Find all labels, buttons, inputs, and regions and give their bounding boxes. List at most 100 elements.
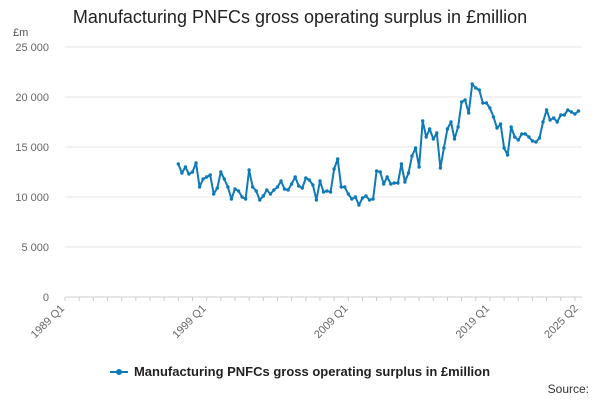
- data-point[interactable]: [226, 185, 230, 189]
- legend[interactable]: Manufacturing PNFCs gross operating surp…: [0, 364, 600, 379]
- data-point[interactable]: [555, 120, 559, 124]
- data-point[interactable]: [456, 125, 460, 129]
- data-point[interactable]: [240, 195, 244, 199]
- data-point[interactable]: [176, 162, 180, 166]
- data-point[interactable]: [332, 167, 336, 171]
- data-point[interactable]: [265, 188, 269, 192]
- data-point[interactable]: [204, 175, 209, 179]
- data-point[interactable]: [261, 194, 265, 198]
- data-point[interactable]: [268, 192, 273, 196]
- data-point[interactable]: [304, 176, 308, 180]
- data-point[interactable]: [474, 86, 478, 90]
- data-point[interactable]: [350, 197, 354, 201]
- data-point[interactable]: [378, 170, 382, 174]
- data-point[interactable]: [222, 177, 226, 181]
- data-point[interactable]: [272, 188, 276, 192]
- data-point[interactable]: [325, 189, 329, 193]
- data-point[interactable]: [307, 178, 311, 182]
- data-point[interactable]: [197, 185, 202, 189]
- data-point[interactable]: [321, 190, 326, 194]
- data-point[interactable]: [236, 189, 241, 193]
- data-point[interactable]: [488, 106, 492, 110]
- data-point[interactable]: [438, 166, 443, 170]
- data-point[interactable]: [243, 197, 248, 201]
- data-point[interactable]: [530, 139, 535, 143]
- data-point[interactable]: [573, 112, 577, 116]
- data-point[interactable]: [491, 115, 496, 119]
- data-point[interactable]: [445, 127, 450, 131]
- data-point[interactable]: [357, 203, 361, 207]
- data-point[interactable]: [520, 132, 524, 136]
- data-point[interactable]: [534, 140, 538, 144]
- data-point[interactable]: [410, 154, 414, 158]
- data-point[interactable]: [364, 194, 368, 198]
- data-point[interactable]: [382, 182, 386, 186]
- data-point[interactable]: [428, 127, 432, 131]
- data-point[interactable]: [314, 198, 319, 202]
- data-point[interactable]: [541, 120, 545, 124]
- data-point[interactable]: [523, 132, 527, 136]
- data-point[interactable]: [399, 162, 404, 166]
- data-point[interactable]: [251, 185, 255, 189]
- data-point[interactable]: [459, 100, 464, 104]
- data-point[interactable]: [208, 173, 212, 177]
- data-point[interactable]: [552, 116, 556, 120]
- data-point[interactable]: [343, 185, 347, 189]
- data-point[interactable]: [336, 157, 340, 161]
- data-point[interactable]: [318, 179, 322, 183]
- data-point[interactable]: [442, 146, 446, 150]
- data-point[interactable]: [353, 195, 358, 199]
- data-point[interactable]: [275, 185, 280, 189]
- data-point[interactable]: [505, 153, 510, 157]
- data-point[interactable]: [385, 175, 389, 179]
- data-point[interactable]: [502, 146, 506, 150]
- data-point[interactable]: [569, 110, 574, 114]
- data-point[interactable]: [389, 182, 393, 186]
- data-point[interactable]: [544, 108, 549, 112]
- data-point[interactable]: [297, 184, 301, 188]
- data-point[interactable]: [187, 172, 191, 176]
- data-point[interactable]: [413, 146, 418, 150]
- data-point[interactable]: [293, 175, 297, 179]
- data-point[interactable]: [254, 189, 258, 193]
- data-point[interactable]: [481, 101, 485, 105]
- data-point[interactable]: [548, 118, 552, 122]
- data-point[interactable]: [328, 190, 333, 194]
- data-point[interactable]: [467, 111, 471, 115]
- data-point[interactable]: [212, 192, 216, 196]
- data-point[interactable]: [470, 82, 474, 86]
- data-point[interactable]: [495, 126, 499, 130]
- data-point[interactable]: [346, 192, 350, 196]
- data-point[interactable]: [374, 169, 379, 173]
- data-point[interactable]: [463, 98, 467, 102]
- data-point[interactable]: [513, 135, 517, 139]
- data-point[interactable]: [180, 171, 184, 175]
- data-point[interactable]: [498, 122, 503, 126]
- data-point[interactable]: [219, 170, 223, 174]
- data-point[interactable]: [201, 177, 205, 181]
- data-point[interactable]: [562, 113, 566, 117]
- data-point[interactable]: [289, 182, 294, 186]
- data-point[interactable]: [576, 109, 581, 113]
- data-point[interactable]: [282, 187, 287, 191]
- data-point[interactable]: [233, 187, 237, 191]
- data-point[interactable]: [431, 137, 435, 141]
- data-point[interactable]: [509, 125, 513, 129]
- data-point[interactable]: [183, 165, 188, 169]
- data-point[interactable]: [258, 198, 262, 202]
- data-point[interactable]: [421, 119, 425, 123]
- data-point[interactable]: [424, 135, 428, 139]
- data-point[interactable]: [194, 161, 198, 165]
- data-point[interactable]: [229, 197, 234, 201]
- data-point[interactable]: [566, 108, 570, 112]
- data-point[interactable]: [371, 197, 375, 201]
- data-point[interactable]: [311, 183, 315, 187]
- data-point[interactable]: [215, 186, 219, 190]
- data-point[interactable]: [477, 88, 481, 92]
- data-point[interactable]: [449, 120, 453, 124]
- data-point[interactable]: [367, 198, 372, 202]
- data-point[interactable]: [406, 171, 411, 175]
- data-point[interactable]: [396, 181, 400, 185]
- data-point[interactable]: [452, 137, 457, 141]
- data-point[interactable]: [339, 185, 343, 189]
